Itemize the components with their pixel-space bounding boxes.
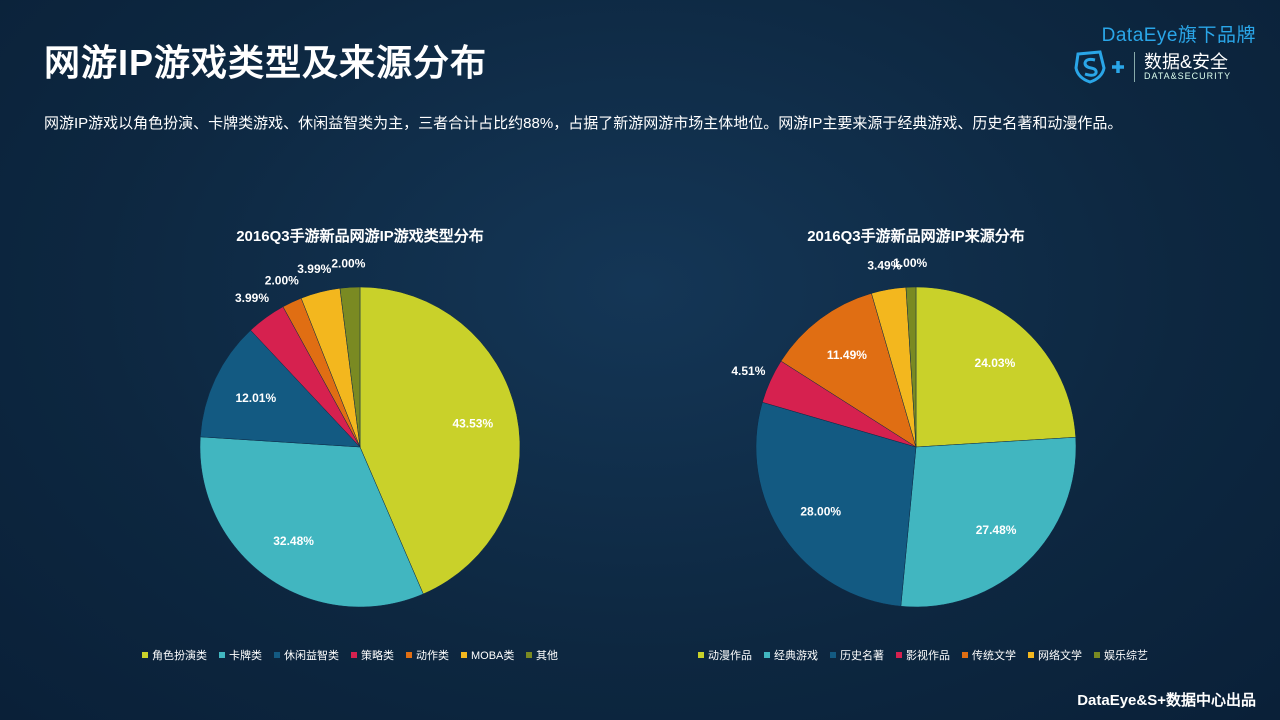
slice-label: 12.01% <box>235 391 276 405</box>
legend-label: 角色扮演类 <box>152 648 207 662</box>
slice-label: 3.49% <box>867 259 901 273</box>
legend-label: 卡牌类 <box>229 648 262 662</box>
legend-item: 网络文学 <box>1028 648 1082 662</box>
page-description: 网游IP游戏以角色扮演、卡牌类游戏、休闲益智类为主，三者合计占比约88%，占据了… <box>44 115 1123 132</box>
slice-label: 43.53% <box>452 417 493 431</box>
legend-item: 传统文学 <box>962 648 1016 662</box>
pie-slice <box>755 401 917 607</box>
legend-item: 其他 <box>526 649 558 662</box>
legend-label: 网络文学 <box>1038 648 1082 662</box>
slice-label: 2.00% <box>331 256 365 270</box>
pie-slice <box>199 436 424 608</box>
pie-slice <box>905 286 917 448</box>
slice-label: 28.00% <box>800 505 841 519</box>
brand-block: DataEye旗下品牌 数据&安全 DATA&SECURITY <box>1056 20 1256 90</box>
legend-item: 策略类 <box>351 648 394 662</box>
slice-label: 2.00% <box>265 274 299 288</box>
legend-swatch <box>1094 652 1100 658</box>
pie-slice <box>915 286 1076 448</box>
slice-label: 1.00% <box>893 256 927 270</box>
pie-slice <box>900 436 1077 608</box>
pie-slice <box>359 286 521 595</box>
pie-slice <box>200 329 361 448</box>
legend-swatch <box>1028 652 1034 658</box>
slice-label: 32.48% <box>273 534 314 548</box>
pie-slice <box>339 286 361 448</box>
slice-label: 24.03% <box>975 356 1016 370</box>
brand-divider <box>1134 52 1135 82</box>
slice-label: 27.48% <box>976 523 1017 537</box>
legend-swatch <box>351 652 357 658</box>
legend-label: 传统文学 <box>972 648 1016 662</box>
pie-chart-svg: 43.53%32.48%12.01%3.99%2.00%3.99% 2.00%角色… <box>142 256 558 662</box>
chart-ip-game-type: 2016Q3手游新品网游IP游戏类型分布 43.53% 32.48% 12.01% 3… <box>80 215 640 685</box>
legend-item: 卡牌类 <box>219 648 262 662</box>
legend-item: 角色扮演类 <box>142 648 207 662</box>
legend-label: 影视作品 <box>906 648 950 662</box>
legend-swatch <box>764 652 770 658</box>
brand-name-en: DATA&SECURITY <box>1144 71 1232 81</box>
legend-item: 影视作品 <box>896 648 950 662</box>
legend-item: 娱乐综艺 <box>1094 648 1148 662</box>
legend-swatch <box>274 652 280 658</box>
pie-chart-svg: 24.03% 27.48% 28.00% 4.51% 11.49% 3.49%1.00% 动… <box>698 256 1148 662</box>
legend-swatch <box>698 652 704 658</box>
slice-label: 3.99% <box>235 291 269 305</box>
s-plus-shield-icon <box>1074 50 1124 84</box>
page-title: 网游IP游戏类型及来源分布 <box>44 42 488 83</box>
footer-credit: DataEye&S+数据中心出品 <box>1077 692 1256 709</box>
legend-swatch <box>896 652 902 658</box>
legend-label: 动作类 <box>416 648 449 662</box>
legend-label: 经典游戏 <box>774 648 818 662</box>
brand-top-text: DataEye旗下品牌 <box>1101 25 1256 46</box>
legend-swatch <box>406 652 412 658</box>
legend-swatch <box>830 652 836 658</box>
legend-swatch <box>962 652 968 658</box>
slice-label: 3.99% <box>297 262 331 276</box>
legend-swatch <box>526 652 532 658</box>
legend-item: 历史名著 <box>830 648 884 662</box>
legend-item: 动漫作品 <box>698 648 752 662</box>
legend-label: MOBA类 <box>471 648 514 662</box>
legend-label: 动漫作品 <box>708 648 752 662</box>
legend-swatch <box>142 652 148 658</box>
chart-title: 2016Q3手游新品网游IP游戏类型分布 <box>236 228 484 245</box>
slice-label: 11.49% <box>827 348 867 362</box>
legend-swatch <box>219 652 225 658</box>
legend-item: 经典游戏 <box>764 648 818 662</box>
legend-item: 休闲益智类 <box>274 648 339 662</box>
pie-slice <box>780 293 917 448</box>
legend-item: MOBA类 <box>461 648 514 662</box>
legend-item: 动作类 <box>406 648 449 662</box>
legend-label: 历史名著 <box>840 648 884 662</box>
legend-label: 策略类 <box>361 648 394 662</box>
slice-label: 4.51% <box>731 364 765 378</box>
brand-name-cn: 数据&安全 <box>1144 52 1229 72</box>
chart-ip-source: 2016Q3手游新品网游IP来源分布 24.03% 27.48% 28.00% 4.5… <box>636 215 1196 685</box>
legend-swatch <box>461 652 467 658</box>
legend-label: 休闲益智类 <box>284 648 339 662</box>
legend-label: 娱乐综艺 <box>1104 648 1148 662</box>
legend-label: 其他 <box>536 649 558 662</box>
chart-title: 2016Q3手游新品网游IP来源分布 <box>807 228 1025 245</box>
